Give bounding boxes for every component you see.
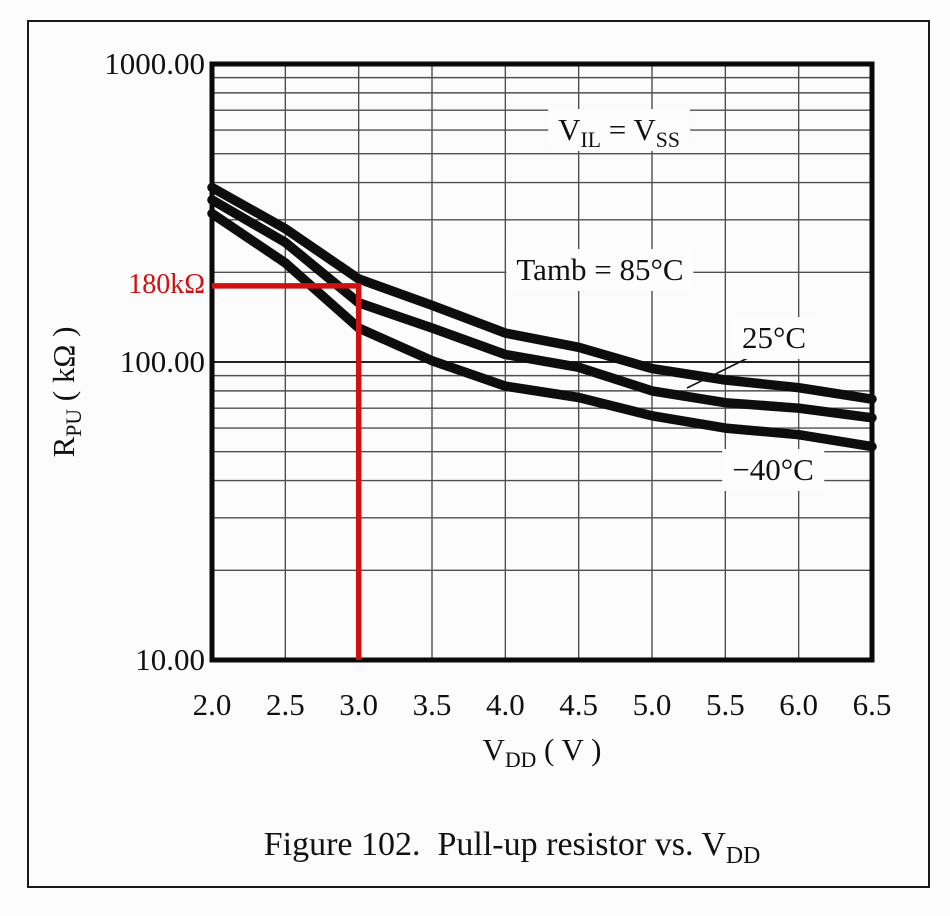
- series-label-85c: Tamb = 85°C: [506, 249, 694, 291]
- curve--40C: [207, 208, 877, 452]
- x-tick-label: 2.5: [265, 687, 305, 722]
- x-tick-label: 4.5: [559, 687, 599, 722]
- condition-note: VIL = VSS: [548, 109, 690, 151]
- curve-85C: [207, 182, 877, 404]
- red-marker-label: 180kΩ: [128, 268, 205, 300]
- series-label-minus40c: −40°C: [722, 449, 824, 491]
- plot-border: [209, 61, 875, 663]
- x-tick-label: 5.5: [705, 687, 745, 722]
- x-tick-label: 2.0: [192, 687, 232, 722]
- x-tick-label: 3.5: [412, 687, 452, 722]
- series-label-25c: 25°C: [731, 317, 817, 359]
- curve-25C: [207, 195, 877, 423]
- figure-caption: Figure 102. Pull-up resistor vs. VDD: [263, 826, 761, 869]
- x-axis-title: VDD ( V ): [482, 732, 602, 773]
- x-tick-label: 6.5: [852, 687, 892, 722]
- y-tick-label: 1000.00: [104, 46, 205, 81]
- x-tick-label: 5.0: [632, 687, 672, 722]
- red-marker-line: [212, 283, 362, 660]
- x-tick-label: 4.0: [485, 687, 525, 722]
- x-tick-label: 3.0: [339, 687, 379, 722]
- figure-frame: [27, 20, 930, 888]
- y-tick-label: 10.00: [135, 642, 205, 677]
- x-tick-label: 6.0: [779, 687, 819, 722]
- y-tick-label: 100.00: [119, 344, 205, 379]
